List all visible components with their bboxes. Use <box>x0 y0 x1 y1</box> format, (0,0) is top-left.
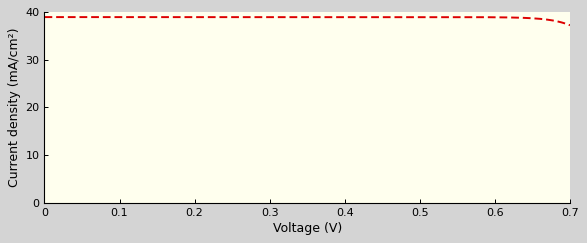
X-axis label: Voltage (V): Voltage (V) <box>272 222 342 235</box>
Y-axis label: Current density (mA/cm²): Current density (mA/cm²) <box>8 28 21 187</box>
